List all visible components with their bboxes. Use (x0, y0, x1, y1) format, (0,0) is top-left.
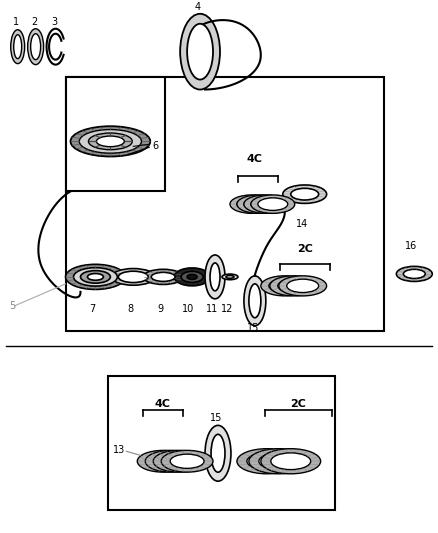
Ellipse shape (258, 198, 288, 211)
Ellipse shape (162, 454, 196, 469)
Ellipse shape (31, 34, 41, 60)
Ellipse shape (283, 185, 327, 204)
Ellipse shape (180, 14, 220, 90)
Ellipse shape (226, 276, 234, 278)
Ellipse shape (249, 449, 309, 474)
Ellipse shape (249, 284, 261, 318)
Ellipse shape (291, 188, 319, 200)
Ellipse shape (210, 263, 220, 291)
Text: 8: 8 (127, 304, 133, 314)
Ellipse shape (88, 273, 103, 280)
Ellipse shape (161, 450, 213, 472)
Text: 5: 5 (9, 301, 15, 311)
Ellipse shape (222, 274, 238, 280)
Ellipse shape (137, 450, 189, 472)
Text: 13: 13 (113, 445, 126, 455)
Ellipse shape (170, 454, 204, 469)
Ellipse shape (287, 279, 319, 293)
Ellipse shape (259, 453, 299, 470)
Ellipse shape (96, 136, 124, 147)
Bar (66, 77, 385, 330)
Ellipse shape (14, 35, 22, 59)
Ellipse shape (66, 264, 125, 289)
Bar (108, 376, 335, 510)
Ellipse shape (174, 268, 210, 286)
Text: 4C: 4C (247, 154, 263, 164)
Ellipse shape (187, 24, 213, 79)
Ellipse shape (81, 271, 110, 283)
Ellipse shape (71, 126, 150, 157)
Ellipse shape (270, 276, 318, 296)
Text: 15: 15 (247, 322, 259, 333)
Ellipse shape (244, 276, 266, 326)
Ellipse shape (396, 266, 432, 281)
Ellipse shape (261, 276, 309, 296)
Ellipse shape (28, 29, 44, 64)
Ellipse shape (244, 198, 274, 211)
Ellipse shape (79, 130, 141, 153)
Ellipse shape (251, 195, 295, 213)
Ellipse shape (145, 450, 197, 472)
Ellipse shape (251, 198, 281, 211)
Text: 9: 9 (157, 304, 163, 314)
Text: 2C: 2C (297, 244, 313, 254)
Text: 11: 11 (206, 304, 218, 314)
Ellipse shape (146, 454, 180, 469)
Text: 12: 12 (221, 304, 233, 314)
Ellipse shape (237, 198, 267, 211)
Text: 2C: 2C (290, 399, 306, 409)
Text: 4: 4 (195, 2, 201, 12)
Text: 16: 16 (405, 241, 417, 251)
Text: 4C: 4C (154, 399, 170, 409)
Ellipse shape (74, 268, 117, 286)
Ellipse shape (151, 272, 175, 281)
Ellipse shape (279, 276, 327, 296)
Bar (66, 77, 165, 191)
Ellipse shape (187, 274, 197, 279)
Ellipse shape (153, 450, 205, 472)
Ellipse shape (237, 195, 281, 213)
Ellipse shape (403, 269, 425, 279)
Ellipse shape (230, 195, 274, 213)
Ellipse shape (247, 453, 287, 470)
Text: 14: 14 (296, 219, 308, 229)
Ellipse shape (181, 271, 203, 282)
Ellipse shape (11, 30, 25, 63)
Ellipse shape (261, 449, 321, 474)
Ellipse shape (88, 133, 132, 150)
Ellipse shape (278, 279, 310, 293)
Ellipse shape (154, 454, 188, 469)
Ellipse shape (205, 425, 231, 481)
Ellipse shape (143, 269, 183, 285)
Text: 6: 6 (152, 141, 159, 151)
Ellipse shape (237, 449, 297, 474)
Text: 10: 10 (182, 304, 194, 314)
Text: 7: 7 (89, 304, 95, 314)
Ellipse shape (118, 271, 148, 282)
Ellipse shape (269, 279, 301, 293)
Text: 1: 1 (13, 17, 19, 27)
Ellipse shape (211, 434, 225, 472)
Ellipse shape (205, 255, 225, 299)
Text: 2: 2 (32, 17, 38, 27)
Text: 3: 3 (52, 17, 58, 27)
Ellipse shape (244, 195, 288, 213)
Ellipse shape (271, 453, 311, 470)
Ellipse shape (111, 269, 155, 285)
Text: 15: 15 (210, 414, 222, 423)
